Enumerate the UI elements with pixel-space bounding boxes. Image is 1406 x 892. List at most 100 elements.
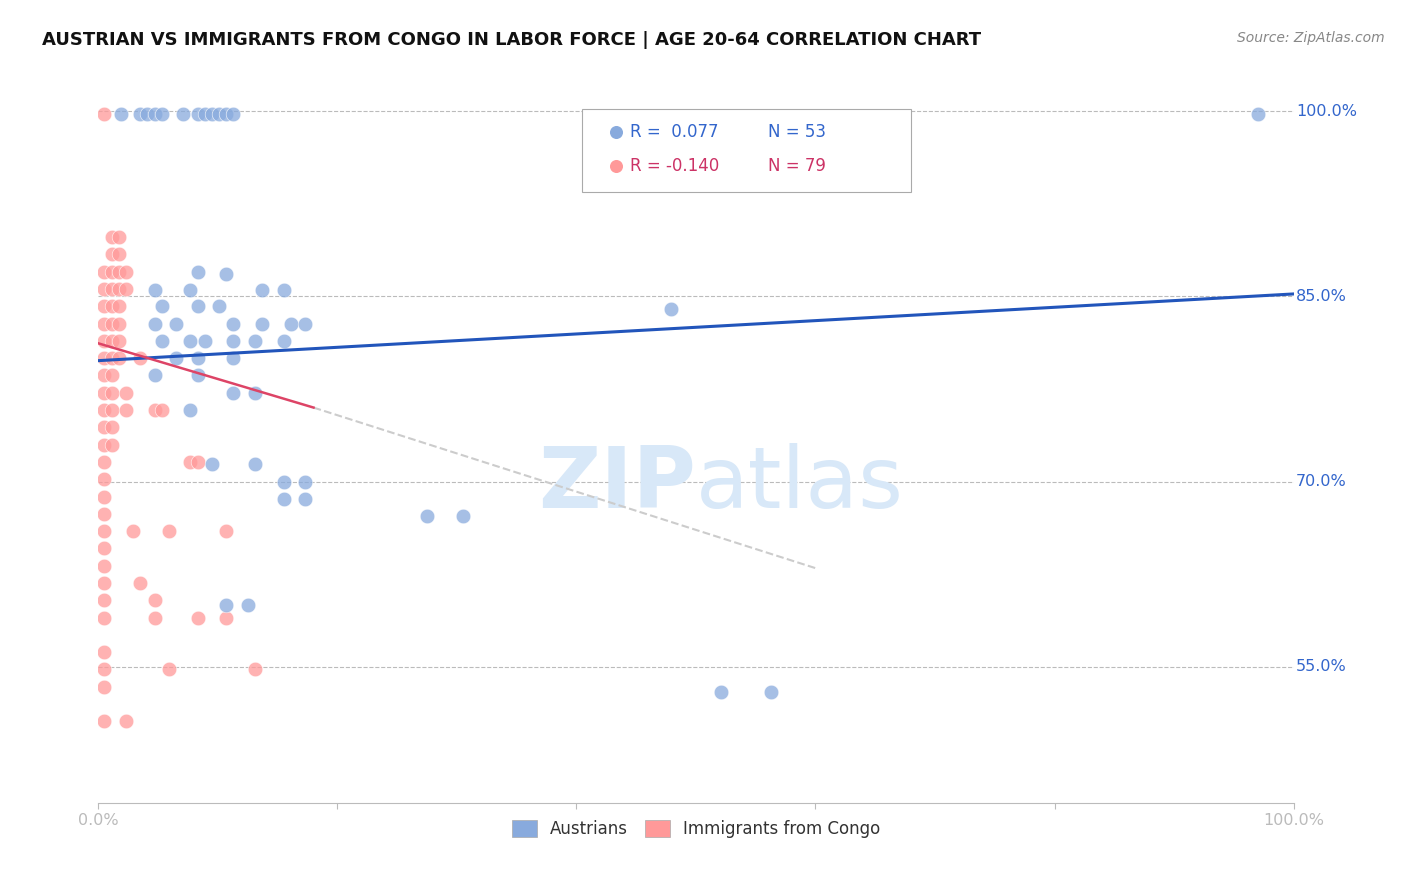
Point xyxy=(107,282,129,296)
Point xyxy=(100,317,122,331)
Point xyxy=(280,317,302,331)
Point xyxy=(129,106,152,120)
Point xyxy=(243,458,266,472)
Point xyxy=(93,385,115,400)
Point xyxy=(143,317,166,331)
Point xyxy=(93,403,115,417)
Point xyxy=(100,265,122,279)
Point xyxy=(115,265,138,279)
Text: 100.0%: 100.0% xyxy=(1296,103,1357,119)
Point xyxy=(122,524,145,538)
Point xyxy=(93,265,115,279)
Point xyxy=(143,593,166,607)
Text: N = 79: N = 79 xyxy=(768,156,825,175)
Point xyxy=(187,351,209,366)
Point xyxy=(150,299,173,313)
Point xyxy=(100,368,122,383)
Point xyxy=(605,193,627,207)
Point xyxy=(208,299,231,313)
Point xyxy=(129,351,152,366)
Point xyxy=(143,368,166,383)
Point xyxy=(150,106,173,120)
Point xyxy=(659,301,682,316)
Point xyxy=(215,598,238,612)
Point xyxy=(93,558,115,573)
Legend: Austrians, Immigrants from Congo: Austrians, Immigrants from Congo xyxy=(505,814,887,845)
Point xyxy=(100,403,122,417)
Point xyxy=(93,368,115,383)
Text: 85.0%: 85.0% xyxy=(1296,289,1347,304)
Point xyxy=(243,662,266,676)
Point xyxy=(100,385,122,400)
Point xyxy=(115,403,138,417)
Text: atlas: atlas xyxy=(696,443,904,526)
Point xyxy=(243,385,266,400)
Point xyxy=(93,645,115,659)
Point xyxy=(93,106,115,120)
Point xyxy=(222,351,245,366)
Point xyxy=(100,420,122,434)
Text: 55.0%: 55.0% xyxy=(1296,659,1347,674)
Point xyxy=(1247,106,1270,120)
Point xyxy=(93,490,115,504)
Text: R =  0.077: R = 0.077 xyxy=(630,123,718,141)
Point xyxy=(201,458,224,472)
Point xyxy=(194,106,217,120)
Point xyxy=(165,317,187,331)
Point xyxy=(93,524,115,538)
Point xyxy=(761,684,783,698)
Point xyxy=(179,283,201,297)
Point xyxy=(250,317,273,331)
Point xyxy=(201,106,224,120)
Text: 70.0%: 70.0% xyxy=(1296,475,1347,489)
Point xyxy=(179,403,201,417)
Point xyxy=(273,475,295,489)
Point xyxy=(93,299,115,313)
Point xyxy=(93,334,115,348)
Point xyxy=(157,662,180,676)
Point xyxy=(107,351,129,366)
Point xyxy=(93,507,115,521)
Point xyxy=(273,283,295,297)
Point xyxy=(451,509,474,524)
Point xyxy=(100,437,122,451)
Point xyxy=(250,283,273,297)
Point xyxy=(93,437,115,451)
Point xyxy=(208,106,231,120)
Point xyxy=(115,282,138,296)
Point xyxy=(215,267,238,281)
Point xyxy=(187,106,209,120)
Point xyxy=(100,282,122,296)
Point xyxy=(187,299,209,313)
Point xyxy=(222,317,245,331)
Point xyxy=(215,524,238,538)
Point xyxy=(100,247,122,261)
Point xyxy=(93,576,115,591)
Point xyxy=(605,250,627,264)
Point xyxy=(294,491,316,506)
Point xyxy=(100,230,122,244)
Point xyxy=(93,680,115,694)
Point xyxy=(179,334,201,348)
Point xyxy=(93,714,115,729)
Point xyxy=(187,610,209,624)
Point xyxy=(107,334,129,348)
Point xyxy=(107,317,129,331)
Text: N = 53: N = 53 xyxy=(768,123,825,141)
Point xyxy=(222,334,245,348)
Point xyxy=(110,106,132,120)
Point xyxy=(107,230,129,244)
Point xyxy=(194,334,217,348)
Point xyxy=(273,491,295,506)
Point xyxy=(100,299,122,313)
Point xyxy=(93,420,115,434)
Point xyxy=(93,610,115,624)
Point xyxy=(143,403,166,417)
FancyBboxPatch shape xyxy=(582,109,911,193)
Point xyxy=(150,403,173,417)
Text: R = -0.140: R = -0.140 xyxy=(630,156,720,175)
Point xyxy=(273,334,295,348)
Point xyxy=(93,317,115,331)
Point xyxy=(187,265,209,279)
Point xyxy=(187,368,209,383)
